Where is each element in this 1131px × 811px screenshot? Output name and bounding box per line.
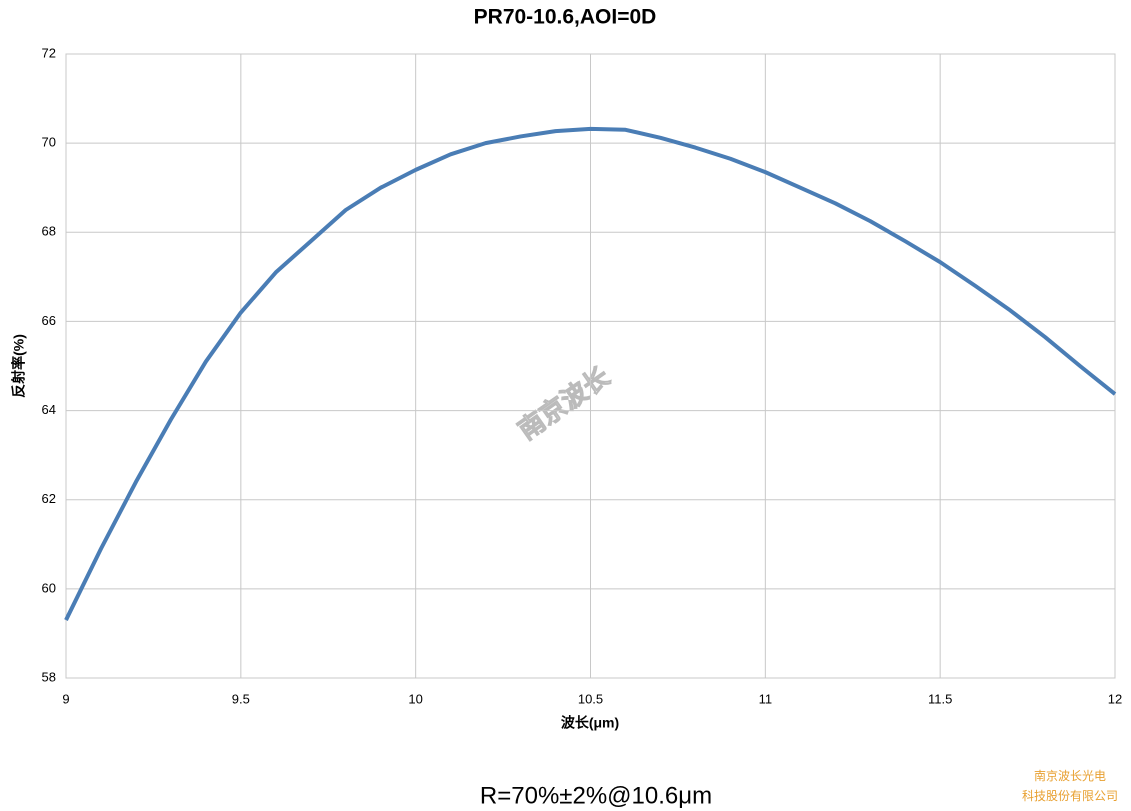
y-tick-label: 60 [42, 580, 56, 595]
footer-line: 科技股份有限公司 [1022, 789, 1118, 803]
x-tick-label: 10.5 [578, 691, 603, 706]
chart-title: PR70-10.6,AOI=0D [474, 6, 657, 29]
y-tick-label: 66 [42, 313, 56, 328]
x-tick-label: 10 [408, 691, 422, 706]
y-tick-label: 58 [42, 669, 56, 684]
y-tick-label: 70 [42, 135, 56, 150]
x-tick-label: 11 [759, 691, 773, 706]
plot-border [65, 53, 1116, 679]
y-axis-label: 反射率(%) [11, 334, 27, 398]
x-tick-label: 9 [62, 691, 69, 706]
caption: R=70%±2%@10.6μm [480, 782, 712, 809]
x-tick-label: 12 [1108, 691, 1122, 706]
x-axis-label: 波长(μm) [561, 715, 619, 731]
x-tick-label: 9.5 [232, 691, 250, 706]
x-tick-label: 11.5 [928, 691, 952, 706]
y-tick-label: 68 [42, 224, 56, 239]
y-tick-label: 62 [42, 491, 56, 506]
y-tick-label: 64 [42, 402, 56, 417]
line-series [64, 126, 1117, 621]
footer-line: 南京波长光电 [1034, 768, 1106, 783]
watermark: 南京波长 [513, 361, 616, 446]
y-tick-label: 72 [42, 45, 56, 60]
